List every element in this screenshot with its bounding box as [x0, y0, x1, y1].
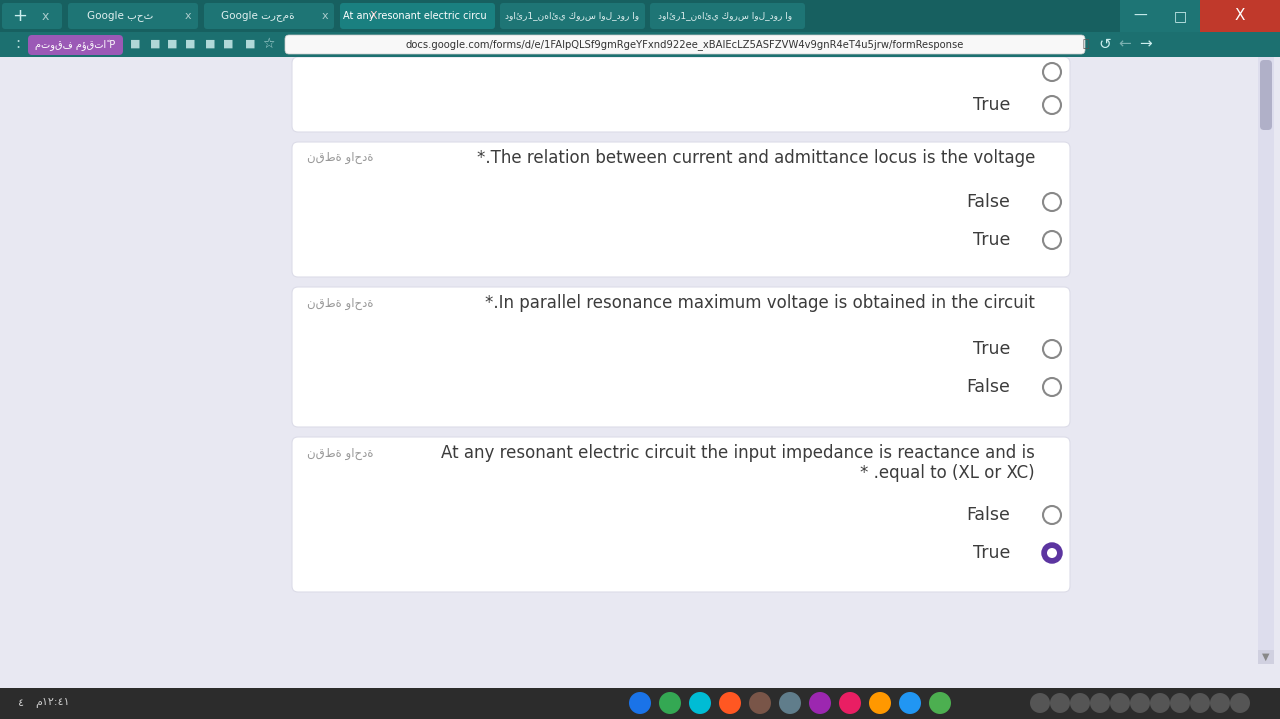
Text: ■: ■ — [129, 39, 141, 49]
Text: ■: ■ — [244, 39, 255, 49]
Circle shape — [838, 692, 861, 714]
Circle shape — [869, 692, 891, 714]
Bar — [1258, 650, 1274, 664]
Text: docs.google.com/forms/d/e/1FAlpQLSf9gmRgeYFxnd922ee_xBAlEcLZ5ASFZVW4v9gnR4eT4u5j: docs.google.com/forms/d/e/1FAlpQLSf9gmRg… — [406, 39, 964, 50]
Text: False: False — [966, 378, 1010, 396]
Circle shape — [1070, 693, 1091, 713]
Circle shape — [1030, 693, 1050, 713]
Text: True: True — [973, 544, 1010, 562]
Circle shape — [749, 692, 771, 714]
FancyBboxPatch shape — [28, 35, 123, 55]
Circle shape — [1149, 693, 1170, 713]
Circle shape — [1110, 693, 1130, 713]
Circle shape — [1190, 693, 1210, 713]
Circle shape — [659, 692, 681, 714]
Circle shape — [1047, 548, 1057, 558]
Text: ☆: ☆ — [261, 37, 274, 51]
Text: دوائر1_نهائي كورس اول_دور او: دوائر1_نهائي كورس اول_دور او — [504, 12, 639, 21]
FancyBboxPatch shape — [292, 287, 1070, 427]
Circle shape — [899, 692, 922, 714]
Text: ←: ← — [1119, 37, 1132, 52]
Bar — [0, 688, 1280, 719]
Circle shape — [1043, 63, 1061, 81]
FancyBboxPatch shape — [292, 142, 1070, 277]
Circle shape — [1043, 231, 1061, 249]
Text: م١٢:٤١: م١٢:٤١ — [35, 698, 69, 708]
Text: ■: ■ — [150, 39, 160, 49]
Text: نقطة واحدة: نقطة واحدة — [307, 152, 374, 165]
Circle shape — [1230, 693, 1251, 713]
Circle shape — [1170, 693, 1190, 713]
Bar — [1160, 0, 1201, 32]
Text: x: x — [41, 9, 49, 22]
Circle shape — [628, 692, 652, 714]
Circle shape — [719, 692, 741, 714]
FancyBboxPatch shape — [292, 57, 1070, 132]
Text: Google بحث: Google بحث — [87, 11, 154, 22]
Text: x: x — [321, 11, 328, 21]
Text: ■: ■ — [166, 39, 177, 49]
Circle shape — [1043, 193, 1061, 211]
Bar — [1201, 0, 1280, 32]
Text: X: X — [370, 11, 378, 21]
FancyBboxPatch shape — [500, 3, 645, 29]
Circle shape — [1091, 693, 1110, 713]
Text: ■: ■ — [205, 39, 215, 49]
Text: *.In parallel resonance maximum voltage is obtained in the circuit: *.In parallel resonance maximum voltage … — [485, 294, 1036, 312]
Text: دوائر1_نهائي كورس اول_دور او: دوائر1_نهائي كورس اول_دور او — [658, 12, 792, 21]
Text: :: : — [15, 37, 20, 52]
Circle shape — [1043, 506, 1061, 524]
Text: نقطة واحدة: نقطة واحدة — [307, 296, 374, 309]
Text: —: — — [1133, 9, 1147, 23]
Circle shape — [1043, 96, 1061, 114]
Circle shape — [929, 692, 951, 714]
Text: At any resonant electric circuit the input impedance is reactance and is: At any resonant electric circuit the inp… — [442, 444, 1036, 462]
Text: +: + — [13, 7, 27, 25]
Bar — [0, 0, 1280, 32]
FancyBboxPatch shape — [1260, 60, 1272, 130]
Text: ٤: ٤ — [18, 698, 24, 708]
Text: True: True — [973, 96, 1010, 114]
Text: ■: ■ — [223, 39, 233, 49]
Bar — [1258, 57, 1274, 662]
FancyBboxPatch shape — [204, 3, 334, 29]
Text: False: False — [966, 506, 1010, 524]
Text: False: False — [966, 193, 1010, 211]
Text: □: □ — [1174, 9, 1187, 23]
Circle shape — [1043, 544, 1061, 562]
Text: True: True — [973, 231, 1010, 249]
Circle shape — [1210, 693, 1230, 713]
Text: ▼: ▼ — [1262, 652, 1270, 662]
Text: →: → — [1139, 37, 1152, 52]
Circle shape — [1130, 693, 1149, 713]
Bar — [1120, 0, 1160, 32]
FancyBboxPatch shape — [650, 3, 805, 29]
Text: ↺: ↺ — [1098, 37, 1111, 52]
FancyBboxPatch shape — [292, 437, 1070, 592]
FancyBboxPatch shape — [340, 3, 495, 29]
Circle shape — [1043, 378, 1061, 396]
Bar — [0, 32, 1280, 57]
Text: 🔒: 🔒 — [1083, 39, 1089, 49]
Text: *.The relation between current and admittance locus is the voltage: *.The relation between current and admit… — [476, 149, 1036, 167]
Text: نقطة واحدة: نقطة واحدة — [307, 446, 374, 459]
Text: True: True — [973, 340, 1010, 358]
Circle shape — [1043, 340, 1061, 358]
Circle shape — [809, 692, 831, 714]
FancyBboxPatch shape — [285, 35, 1085, 54]
Text: * .equal to (XL or XC): * .equal to (XL or XC) — [860, 464, 1036, 482]
Circle shape — [1050, 693, 1070, 713]
FancyBboxPatch shape — [3, 3, 61, 29]
Text: متوقف مؤقتاً P: متوقف مؤقتاً P — [35, 40, 115, 50]
Text: X: X — [1235, 9, 1245, 24]
Circle shape — [780, 692, 801, 714]
Text: Google ترجمة: Google ترجمة — [221, 11, 294, 22]
Text: At any resonant electric circu: At any resonant electric circu — [343, 11, 486, 21]
Text: x: x — [184, 11, 191, 21]
Text: ■: ■ — [184, 39, 196, 49]
FancyBboxPatch shape — [68, 3, 198, 29]
Circle shape — [689, 692, 710, 714]
